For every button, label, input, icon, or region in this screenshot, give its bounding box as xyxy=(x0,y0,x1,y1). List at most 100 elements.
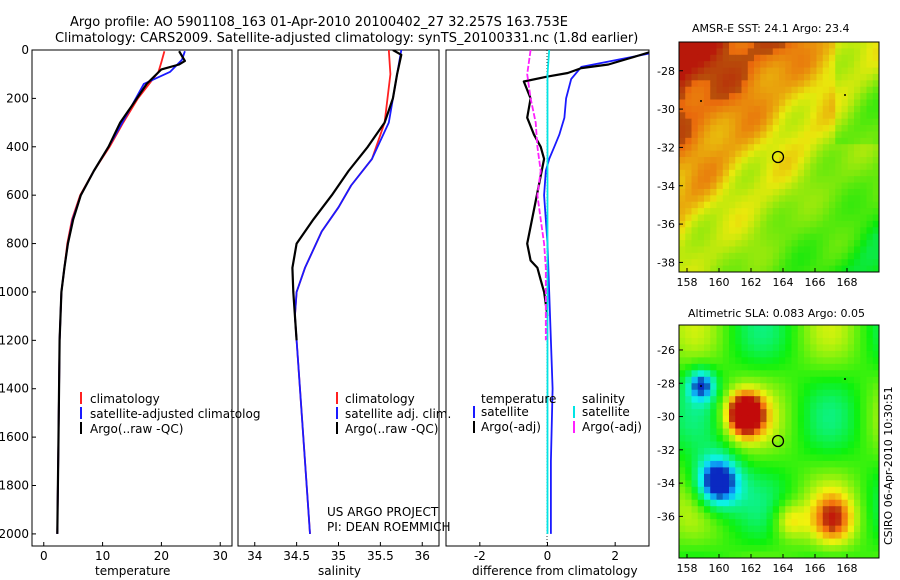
heatmap-cell xyxy=(679,188,686,196)
heatmap-cell xyxy=(779,499,786,507)
heatmap-cell xyxy=(860,512,867,520)
heatmap-cell xyxy=(704,519,711,527)
heatmap-cell xyxy=(835,67,842,75)
heatmap-cell xyxy=(735,415,742,423)
heatmap-cell xyxy=(760,157,767,164)
heatmap-cell xyxy=(710,350,717,358)
heatmap-cell xyxy=(685,538,692,546)
heatmap-cell xyxy=(847,99,855,107)
heatmap-cell xyxy=(854,227,861,235)
heatmap-cell xyxy=(685,201,692,209)
heatmap-cell xyxy=(791,54,799,62)
heatmap-cell xyxy=(766,259,774,267)
heatmap-cell xyxy=(872,460,880,468)
heatmap-cell xyxy=(866,157,874,164)
heatmap-cell xyxy=(847,499,855,507)
heatmap-cell xyxy=(841,73,849,81)
heatmap-cell xyxy=(679,48,686,56)
heatmap-cell xyxy=(804,480,811,488)
heatmap-cell xyxy=(785,93,792,100)
heatmap-cell xyxy=(791,99,799,107)
heatmap-cell xyxy=(810,383,817,391)
heatmap-cell xyxy=(860,519,867,527)
heatmap-cell xyxy=(810,532,817,539)
heatmap-cell xyxy=(685,551,692,559)
heatmap-cell xyxy=(754,201,761,209)
heatmap-cell xyxy=(754,545,761,552)
heatmap-cell xyxy=(804,188,811,196)
heatmap-cell xyxy=(797,220,805,228)
heatmap-cell xyxy=(772,99,780,107)
heatmap-cell xyxy=(766,383,774,391)
heatmap-cell xyxy=(741,144,749,152)
heatmap-cell xyxy=(779,467,786,475)
heatmap-cell xyxy=(729,415,736,423)
heatmap-cell xyxy=(866,61,874,68)
heatmap-cell xyxy=(741,357,749,365)
heatmap-cell xyxy=(816,201,824,209)
heatmap-cell xyxy=(810,389,817,397)
heatmap-cell xyxy=(854,525,861,533)
heatmap-cell xyxy=(854,435,861,442)
heatmap-cell xyxy=(847,188,855,196)
heatmap-cell xyxy=(835,350,842,358)
heatmap-cell xyxy=(722,415,730,423)
heatmap-cell xyxy=(872,545,880,552)
heatmap-cell xyxy=(872,182,880,190)
heatmap-cell xyxy=(779,337,786,345)
heatmap-cell xyxy=(741,131,749,139)
heatmap-cell xyxy=(835,545,842,552)
heatmap-cell xyxy=(847,265,855,273)
heatmap-cell xyxy=(729,67,736,75)
heatmap-cell xyxy=(841,551,849,559)
heatmap-cell xyxy=(754,48,761,56)
series-line-argo-raw-qc- xyxy=(56,50,186,534)
heatmap-cell xyxy=(741,105,749,113)
heatmap-cell xyxy=(679,201,686,209)
island-dot xyxy=(844,94,846,96)
heatmap-cell xyxy=(804,525,811,533)
heatmap-cell xyxy=(716,525,724,533)
heatmap-cell xyxy=(735,370,742,378)
heatmap-cell xyxy=(810,163,817,171)
heatmap-cell xyxy=(779,532,786,539)
heatmap-cell xyxy=(816,220,824,228)
heatmap-cell xyxy=(697,389,705,397)
heatmap-cell xyxy=(710,506,717,514)
heatmap-cell xyxy=(847,409,855,417)
heatmap-cell xyxy=(785,486,792,494)
heatmap-cell xyxy=(841,208,849,215)
heatmap-cell xyxy=(691,118,699,126)
heatmap-cell xyxy=(679,233,686,241)
heatmap-cell xyxy=(835,363,842,371)
heatmap-cell xyxy=(847,144,855,152)
heatmap-cell xyxy=(741,54,749,62)
heatmap-cell xyxy=(704,112,711,120)
heatmap-cell xyxy=(854,259,861,267)
heatmap-cell xyxy=(785,220,792,228)
heatmap-cell xyxy=(685,389,692,397)
heatmap-cell xyxy=(741,80,749,88)
heatmap-cell xyxy=(854,157,861,164)
heatmap-cell xyxy=(754,447,761,455)
heatmap-cell xyxy=(797,376,805,384)
heatmap-cell xyxy=(797,144,805,152)
heatmap-cell xyxy=(747,80,755,88)
heatmap-cell xyxy=(741,240,749,247)
heatmap-cell xyxy=(772,144,780,152)
heatmap-cell xyxy=(779,195,786,203)
heatmap-cell xyxy=(697,506,705,514)
heatmap-cell xyxy=(704,220,711,228)
heatmap-cell xyxy=(797,67,805,75)
heatmap-cell xyxy=(772,551,780,559)
heatmap-cell xyxy=(847,337,855,345)
heatmap-cell xyxy=(710,246,717,254)
heatmap-cell xyxy=(847,357,855,365)
heatmap-cell xyxy=(797,201,805,209)
heatmap-cell xyxy=(760,499,767,507)
heatmap-cell xyxy=(860,480,867,488)
heatmap-cell xyxy=(872,176,880,183)
heatmap-cell xyxy=(797,137,805,145)
heatmap-cell xyxy=(772,188,780,196)
heatmap-cell xyxy=(679,447,686,455)
